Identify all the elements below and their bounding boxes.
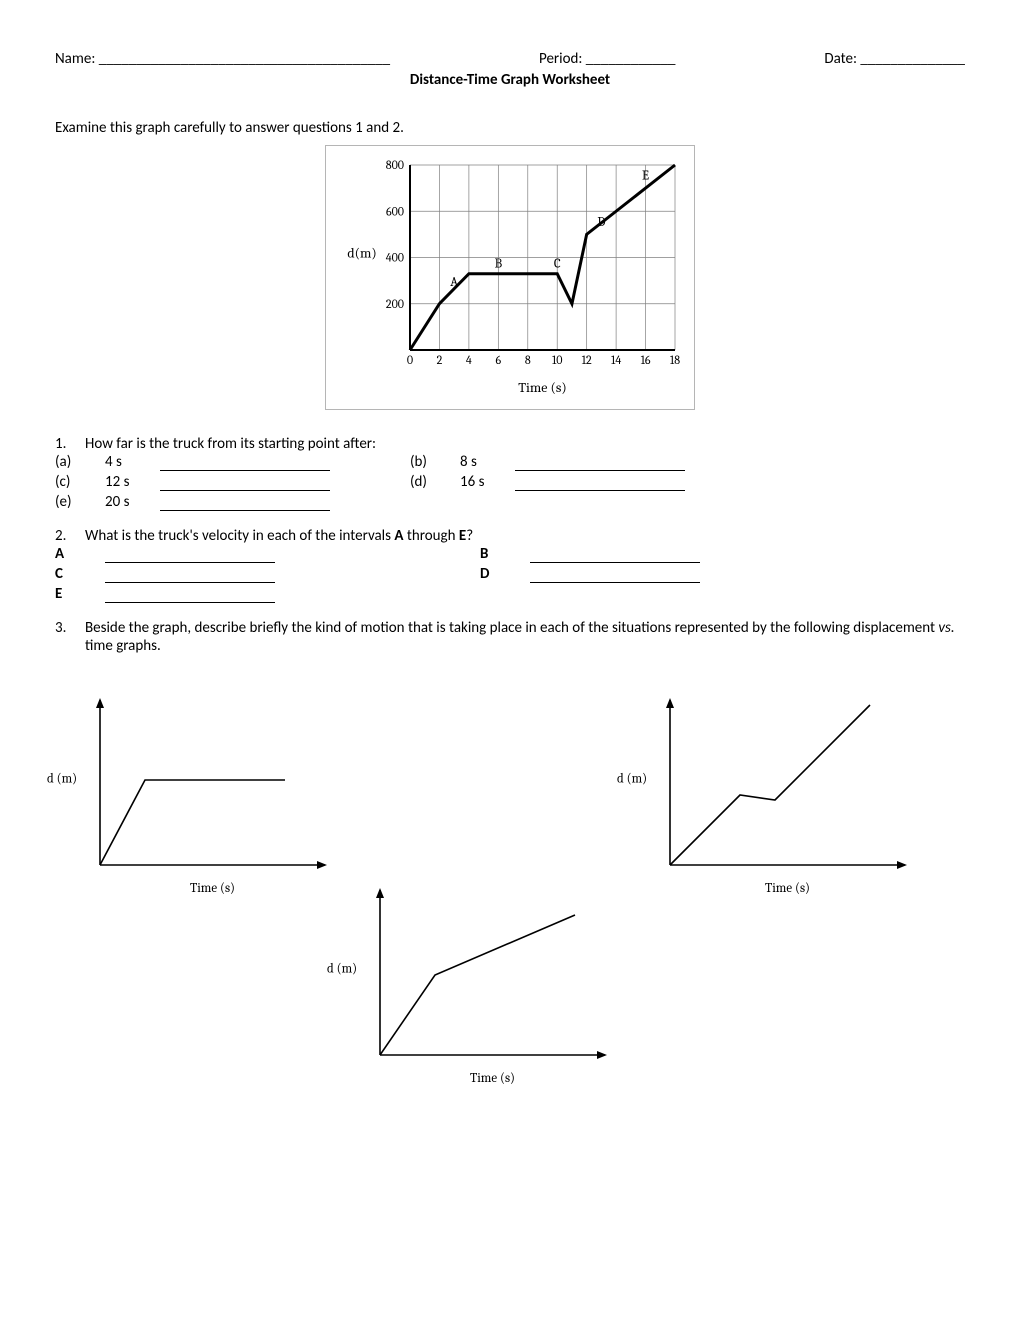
- q3-number: 3.: [55, 619, 85, 655]
- q2-text: What is the truck's velocity in each of …: [85, 527, 473, 545]
- q2B-blank[interactable]: [530, 546, 700, 563]
- svg-text:d (m): d (m): [617, 772, 647, 787]
- svg-text:8: 8: [525, 353, 531, 367]
- date-field[interactable]: Date: ______________: [824, 50, 965, 68]
- svg-text:Time (s): Time (s): [518, 379, 567, 396]
- svg-text:400: 400: [386, 251, 404, 265]
- period-field[interactable]: Period: ____________: [539, 50, 675, 68]
- mini-graph-1: d (m) Time (s): [35, 690, 335, 905]
- svg-text:Time (s): Time (s): [765, 881, 810, 896]
- q1d-blank[interactable]: [515, 474, 685, 491]
- q2E: E: [55, 585, 105, 603]
- svg-text:12: 12: [582, 353, 592, 367]
- q1b-blank[interactable]: [515, 454, 685, 471]
- q1a-value: 4 s: [105, 453, 160, 471]
- svg-text:14: 14: [611, 353, 621, 367]
- mini-graph-2: d (m) Time (s): [605, 690, 915, 905]
- q2D: D: [480, 565, 530, 583]
- svg-text:4: 4: [466, 353, 472, 367]
- q1e-blank[interactable]: [160, 494, 330, 511]
- q1b-value: 8 s: [460, 453, 515, 471]
- worksheet-title: Distance-Time Graph Worksheet: [55, 71, 965, 89]
- q1-text: How far is the truck from its starting p…: [85, 435, 376, 453]
- q2-number: 2.: [55, 527, 85, 545]
- svg-text:B: B: [495, 256, 503, 271]
- svg-text:d (m): d (m): [327, 962, 357, 977]
- q2B: B: [480, 545, 530, 563]
- q1-number: 1.: [55, 435, 85, 453]
- q1e-label: (e): [55, 493, 105, 511]
- svg-text:0: 0: [407, 353, 413, 367]
- svg-text:A: A: [450, 275, 458, 290]
- q1d-value: 16 s: [460, 473, 515, 491]
- svg-text:Time (s): Time (s): [470, 1071, 515, 1086]
- q3-text: Beside the graph, describe briefly the k…: [85, 619, 965, 655]
- svg-text:d(m): d(m): [347, 245, 376, 262]
- q1c-blank[interactable]: [160, 474, 330, 491]
- svg-text:d (m): d (m): [47, 772, 77, 787]
- q1e-value: 20 s: [105, 493, 160, 511]
- svg-text:16: 16: [641, 353, 651, 367]
- name-field[interactable]: Name: __________________________________…: [55, 50, 390, 68]
- q2C: C: [55, 565, 105, 583]
- q1c-label: (c): [55, 473, 105, 491]
- svg-text:Time (s): Time (s): [190, 881, 235, 896]
- svg-text:C: C: [554, 256, 561, 271]
- main-chart: 0 2 4 6 8 10 12 14 16 18 200 400 600 800 d(m) Time (s) A…: [325, 145, 695, 410]
- q1d-label: (d): [410, 473, 460, 491]
- q1a-blank[interactable]: [160, 454, 330, 471]
- q2C-blank[interactable]: [105, 566, 275, 583]
- q1b-label: (b): [410, 453, 460, 471]
- svg-text:200: 200: [386, 297, 404, 311]
- mini-graph-3: d (m) Time (s): [315, 880, 615, 1095]
- q1c-value: 12 s: [105, 473, 160, 491]
- svg-text:2: 2: [437, 353, 443, 367]
- svg-text:10: 10: [552, 353, 563, 367]
- svg-text:E: E: [642, 169, 649, 184]
- svg-text:800: 800: [386, 158, 404, 172]
- svg-text:18: 18: [670, 353, 680, 367]
- svg-text:600: 600: [386, 204, 404, 218]
- q2A-blank[interactable]: [105, 546, 275, 563]
- intro-text: Examine this graph carefully to answer q…: [55, 119, 965, 137]
- q2A: A: [55, 545, 105, 563]
- q2D-blank[interactable]: [530, 566, 700, 583]
- q1a-label: (a): [55, 453, 105, 471]
- svg-text:6: 6: [496, 353, 502, 367]
- svg-text:D: D: [597, 215, 605, 230]
- q2E-blank[interactable]: [105, 586, 275, 603]
